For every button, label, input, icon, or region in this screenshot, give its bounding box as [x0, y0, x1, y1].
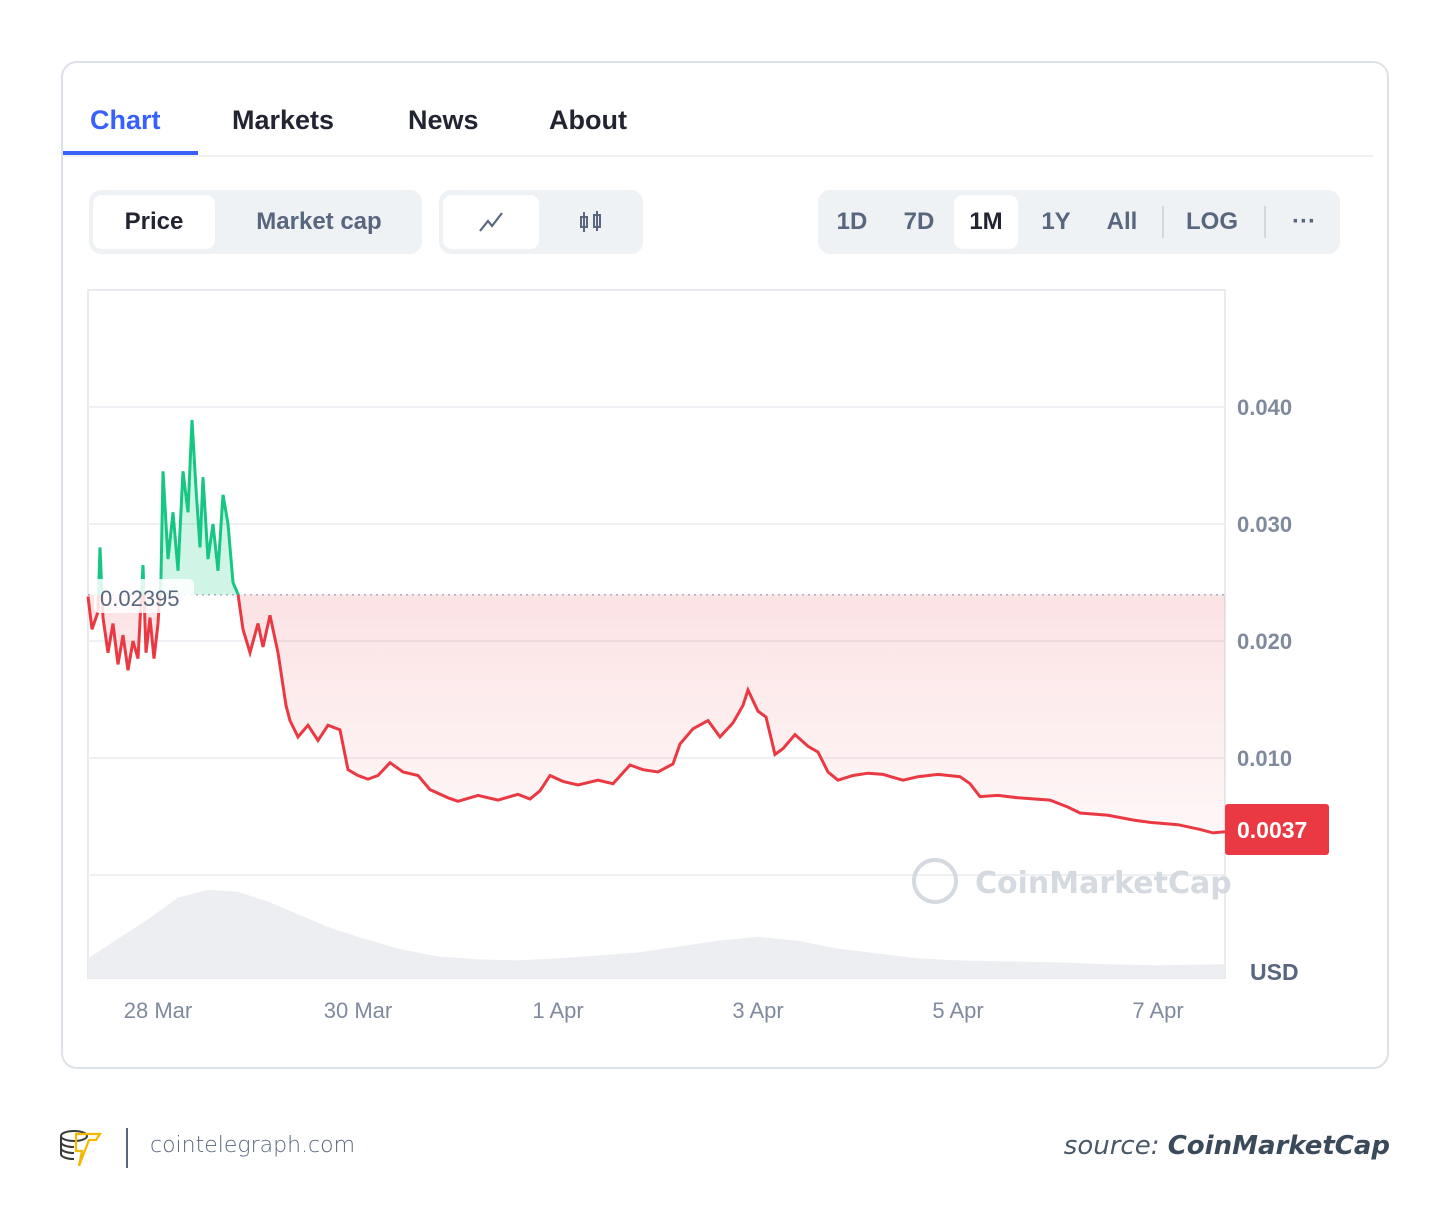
price-marketcap-toggle: Price Market cap: [89, 190, 422, 254]
tab-bar: Chart Markets News About: [63, 63, 1373, 157]
price-button[interactable]: Price: [93, 195, 215, 249]
price-line-up: [97, 419, 240, 595]
footer-source: source: CoinMarketCap: [1064, 1131, 1390, 1161]
price-area-up: [98, 419, 239, 595]
y-tick-label: 0.010: [1237, 746, 1292, 771]
footer-divider: [126, 1128, 128, 1168]
price-line-down: [86, 594, 1226, 835]
current-price-label: 0.0037: [1237, 817, 1307, 843]
x-tick-label: 1 Apr: [532, 998, 583, 1023]
divider: [1264, 206, 1266, 238]
tab-markets[interactable]: Markets: [232, 105, 335, 135]
volume-area: [88, 889, 1225, 978]
chart-card: Chart Markets News About Price Market ca…: [61, 61, 1389, 1069]
chart-type-toggle: [439, 190, 643, 254]
watermark-text: CoinMarketCap: [975, 866, 1232, 901]
tab-chart[interactable]: Chart: [90, 105, 161, 135]
y-axis-unit: USD: [1250, 959, 1299, 985]
range-1y[interactable]: 1Y: [1041, 208, 1071, 235]
range-7d[interactable]: 7D: [903, 208, 935, 235]
candlestick-button[interactable]: [543, 195, 639, 249]
x-tick-label: 7 Apr: [1132, 998, 1183, 1023]
coinmarketcap-watermark-icon: [912, 858, 958, 904]
line-chart-icon: [479, 212, 503, 232]
range-1d[interactable]: 1D: [836, 208, 868, 235]
range-1m[interactable]: 1M: [954, 195, 1018, 249]
time-range-selector: 1D 7D 1M 1Y All LOG ···: [818, 190, 1340, 254]
divider: [1162, 206, 1164, 238]
price-chart[interactable]: 0.010 0.020 0.030 0.040 USD 28 Mar 30 Mar 1 Apr…: [0, 0, 1450, 1100]
more-options-button[interactable]: ···: [1292, 208, 1316, 235]
source-prefix: source:: [1063, 1131, 1168, 1161]
x-tick-label: 30 Mar: [324, 998, 392, 1023]
line-chart-button[interactable]: [443, 195, 539, 249]
range-all[interactable]: All: [1106, 208, 1138, 235]
current-price-badge: [1225, 804, 1329, 855]
reference-price-label: 0.02395: [100, 586, 180, 611]
x-tick-label: 5 Apr: [932, 998, 983, 1023]
active-tab-indicator: [63, 151, 198, 155]
tab-about[interactable]: About: [549, 105, 627, 135]
y-tick-label: 0.020: [1237, 629, 1292, 654]
market-cap-button[interactable]: Market cap: [256, 208, 382, 235]
source-name: CoinMarketCap: [1167, 1131, 1390, 1161]
log-scale-button[interactable]: LOG: [1186, 208, 1238, 235]
tab-news[interactable]: News: [408, 105, 479, 135]
y-tick-label: 0.030: [1237, 512, 1292, 537]
footer-site[interactable]: cointelegraph.com: [150, 1133, 356, 1158]
x-tick-label: 3 Apr: [732, 998, 783, 1023]
candlestick-icon: [580, 211, 601, 232]
x-tick-label: 28 Mar: [124, 998, 192, 1023]
cointelegraph-logo-icon: [60, 1130, 103, 1167]
reference-label-bg: [94, 579, 194, 613]
y-tick-label: 0.040: [1237, 395, 1292, 420]
